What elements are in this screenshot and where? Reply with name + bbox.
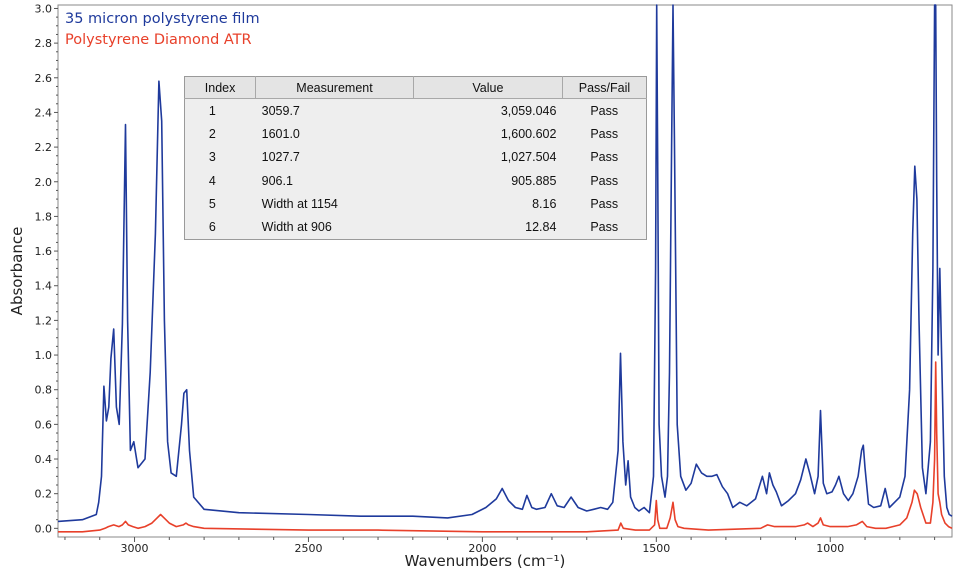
cell-value: 8.16 — [532, 196, 557, 211]
cell-value: 905.885 — [511, 173, 557, 188]
y-tick-label: 1.4 — [35, 280, 53, 293]
cell-index: 2 — [208, 126, 216, 141]
y-tick-label: 2.2 — [35, 141, 53, 154]
y-tick-label: 2.6 — [35, 72, 53, 85]
cell-measurement: 3059.7 — [261, 103, 300, 118]
table-row[interactable]: 5 Width at 1154 8.16 Pass — [185, 192, 647, 215]
y-tick-label: 2.4 — [35, 106, 53, 119]
column-header-index[interactable]: Index — [184, 76, 257, 99]
cell-measurement: 1601.0 — [261, 126, 300, 141]
y-tick-label: 0.6 — [35, 418, 53, 431]
y-tick-label: 2.0 — [35, 176, 53, 189]
cell-index: 5 — [208, 196, 216, 211]
cell-measurement: 1027.7 — [261, 150, 300, 165]
y-tick-label: 0.0 — [35, 522, 53, 535]
measurement-results-table: Index Measurement Value Pass/Fail 1 3059… — [184, 76, 647, 240]
x-tick-label: 3000 — [121, 542, 149, 555]
cell-measurement: Width at 1154 — [261, 196, 338, 211]
series-line-film — [57, 4, 953, 523]
cell-index: 1 — [208, 103, 216, 118]
column-header-pass-fail[interactable]: Pass/Fail — [562, 76, 647, 99]
cell-pass-fail: Pass — [590, 150, 619, 165]
cell-value: 12.84 — [525, 220, 557, 235]
cell-value: 1,027.504 — [500, 150, 557, 165]
table-row[interactable]: 6 Width at 906 12.84 Pass — [185, 215, 647, 239]
y-tick-label: 0.8 — [35, 384, 53, 397]
plot-frame — [57, 4, 953, 538]
cell-pass-fail: Pass — [590, 196, 619, 211]
column-header-measurement[interactable]: Measurement — [255, 76, 414, 99]
cell-pass-fail: Pass — [590, 173, 619, 188]
cell-pass-fail: Pass — [590, 103, 619, 118]
table-header-row: Index Measurement Value Pass/Fail — [184, 76, 647, 99]
x-tick-label: 1000 — [816, 542, 844, 555]
column-header-value[interactable]: Value — [413, 76, 563, 99]
y-tick-label: 0.4 — [35, 453, 53, 466]
cell-value: 3,059.046 — [500, 103, 557, 118]
x-tick-label: 2500 — [294, 542, 322, 555]
table-row[interactable]: 3 1027.7 1,027.504 Pass — [185, 146, 647, 169]
cell-index: 4 — [208, 173, 216, 188]
table-row[interactable]: 2 1601.0 1,600.602 Pass — [185, 122, 647, 145]
series-layer — [57, 4, 953, 533]
cell-measurement: 906.1 — [261, 173, 293, 188]
y-tick-label: 1.6 — [35, 245, 53, 258]
y-tick-label: 1.0 — [35, 349, 53, 362]
y-axis: 0.0 0.2 0.4 0.6 0.8 1.0 1.2 1.4 1.6 1.8 2.0 2.2 2.4 2… — [35, 2, 58, 535]
legend-item-atr: Polystyrene Diamond ATR — [65, 32, 252, 48]
table-row[interactable]: 1 3059.7 3,059.046 Pass — [185, 99, 647, 123]
cell-value: 1,600.602 — [500, 126, 557, 141]
cell-pass-fail: Pass — [590, 126, 619, 141]
y-tick-label: 1.2 — [35, 314, 53, 327]
x-tick-label: 2000 — [468, 542, 496, 555]
x-axis-title: Wavenumbers (cm⁻¹) — [405, 552, 566, 570]
cell-measurement: Width at 906 — [261, 220, 332, 235]
y-tick-label: 0.2 — [35, 488, 53, 501]
table-row[interactable]: 4 906.1 905.885 Pass — [185, 169, 647, 192]
x-axis: 3000 2500 2000 1500 1000 — [64, 537, 936, 555]
y-tick-label: 3.0 — [35, 2, 53, 15]
y-axis-title: Absorbance — [8, 227, 26, 316]
y-tick-label: 2.8 — [35, 37, 53, 50]
cell-index: 6 — [208, 220, 216, 235]
cell-pass-fail: Pass — [590, 220, 619, 235]
x-tick-label: 1500 — [642, 542, 670, 555]
cell-index: 3 — [208, 150, 216, 165]
y-tick-label: 1.8 — [35, 210, 53, 223]
series-line-atr — [58, 361, 953, 533]
legend-item-film: 35 micron polystyrene film — [65, 11, 260, 27]
